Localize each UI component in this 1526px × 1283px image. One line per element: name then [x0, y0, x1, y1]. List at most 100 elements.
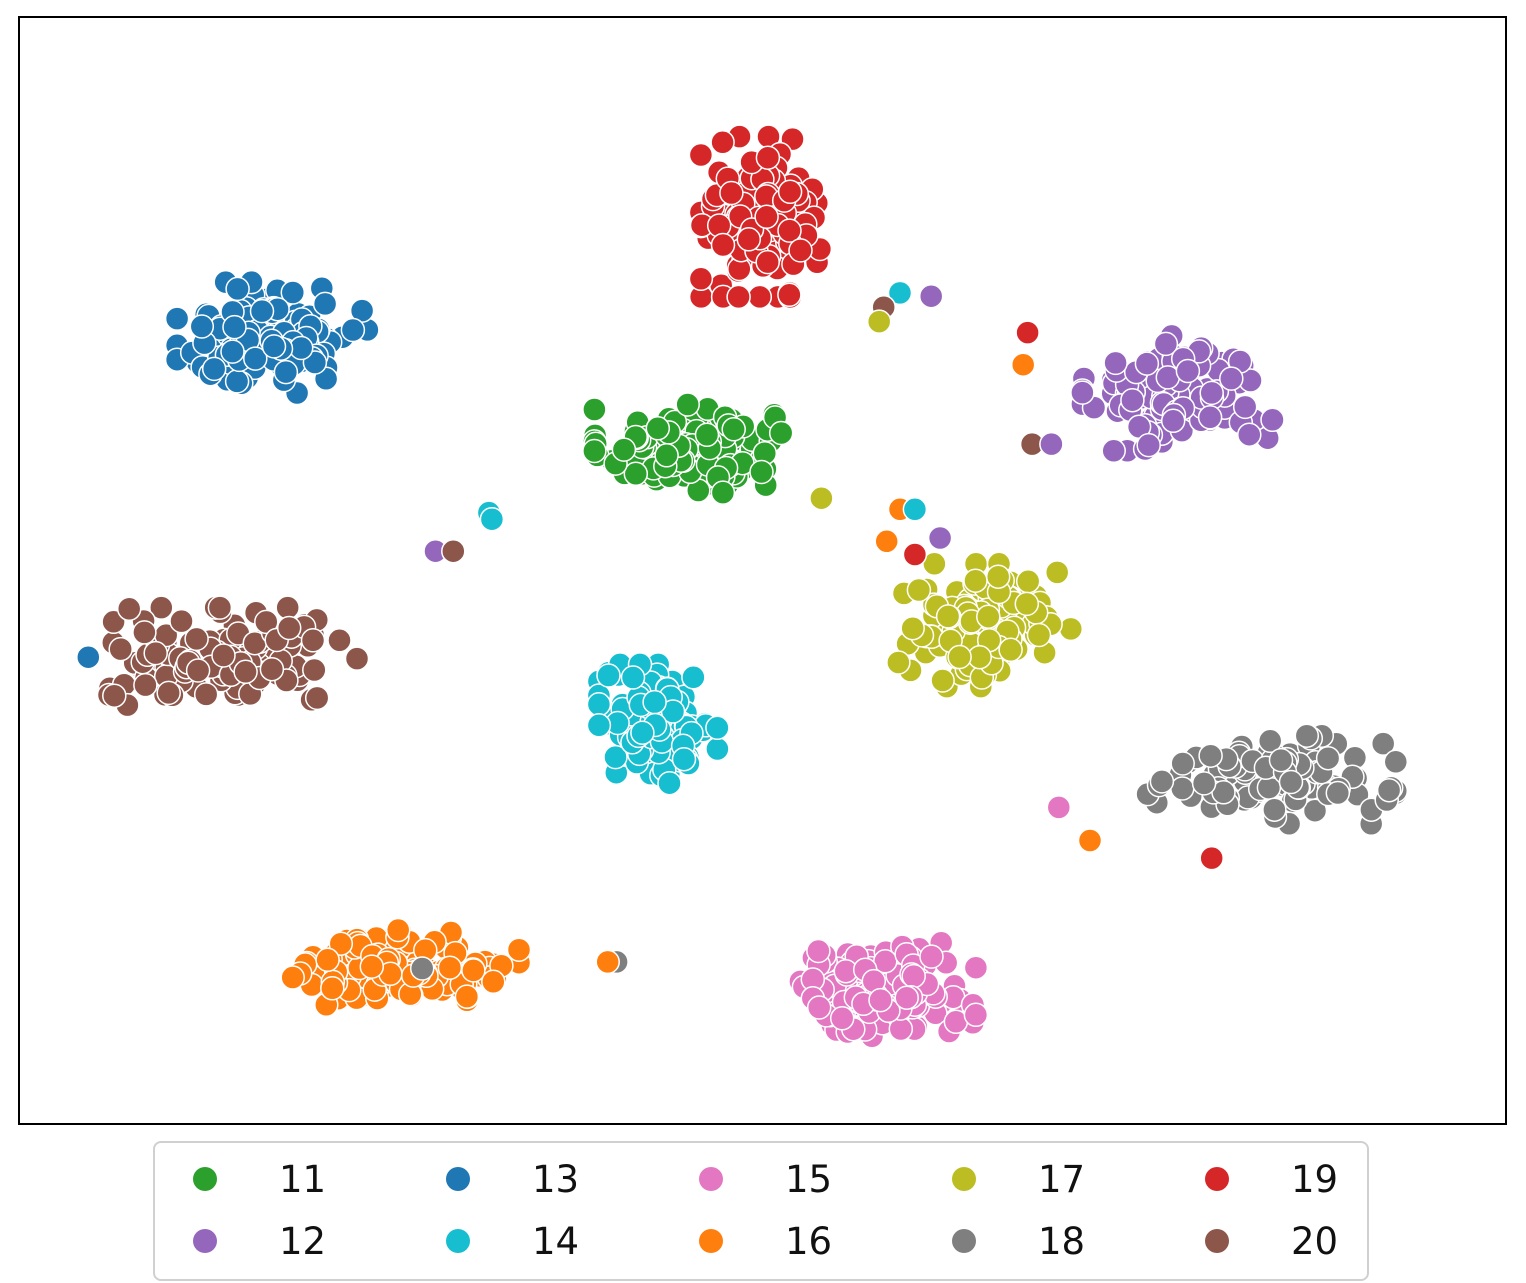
data-point-19 [726, 284, 751, 310]
data-point-20 [254, 609, 279, 635]
data-point-12 [1260, 407, 1285, 433]
data-point-20 [185, 658, 211, 683]
data-point-13 [273, 359, 299, 385]
data-point-16 [385, 917, 411, 943]
legend-marker [952, 1167, 976, 1191]
legend-item-11: 11 [193, 1149, 326, 1209]
data-point-20 [169, 608, 194, 634]
data-point-17 [1058, 616, 1084, 642]
legend-label: 20 [1291, 1219, 1339, 1263]
data-point-20 [207, 595, 233, 620]
data-point-19 [788, 238, 813, 263]
legend-label: 16 [785, 1219, 833, 1263]
data-point-17 [985, 564, 1011, 589]
data-point-19 [1015, 320, 1040, 345]
legend-item-13: 13 [446, 1149, 579, 1209]
data-point-20 [259, 656, 285, 682]
data-point-20 [276, 615, 302, 641]
data-point-12 [927, 525, 953, 551]
legend-item-18: 18 [952, 1211, 1085, 1271]
data-point-20 [304, 685, 330, 711]
data-point-18 [1170, 776, 1195, 801]
data-point-12 [1199, 380, 1224, 406]
legend-label: 14 [532, 1219, 580, 1263]
data-point-14 [705, 715, 730, 741]
data-point-20 [143, 640, 168, 666]
data-point-18 [1278, 769, 1304, 795]
data-point-19 [777, 218, 802, 243]
legend-label: 19 [1291, 1157, 1339, 1201]
data-point-12 [1070, 380, 1095, 405]
data-point-19 [747, 284, 773, 310]
data-point-13 [164, 306, 190, 331]
data-point-13 [261, 334, 287, 359]
data-point-19 [777, 282, 802, 308]
data-point-12 [1134, 351, 1160, 376]
legend-marker [1205, 1229, 1229, 1253]
legend-item-14: 14 [446, 1211, 579, 1271]
data-point-16 [437, 955, 463, 980]
data-point-20 [149, 595, 174, 620]
data-point-17 [947, 644, 972, 670]
data-point-20 [441, 538, 466, 564]
data-point-12 [1103, 350, 1128, 376]
data-point-17 [809, 485, 834, 511]
data-point-16 [320, 976, 345, 1001]
scatter-plot [76, 124, 1409, 1049]
data-point-13 [76, 644, 101, 670]
data-point-15 [963, 1002, 989, 1028]
data-point-11 [654, 443, 679, 468]
legend-label: 13 [532, 1157, 580, 1201]
data-point-11 [645, 416, 671, 441]
data-point-11 [721, 417, 746, 442]
data-point-12 [1160, 408, 1186, 434]
data-point-20 [132, 620, 157, 645]
data-point-14 [603, 744, 628, 770]
data-point-17 [1044, 560, 1070, 585]
data-point-11 [694, 422, 720, 448]
data-point-12 [1120, 387, 1145, 413]
data-point-11 [611, 437, 637, 462]
plot-area [18, 16, 1507, 1125]
data-point-15 [901, 963, 926, 989]
data-point-15 [829, 1006, 855, 1031]
legend-label: 15 [785, 1157, 833, 1201]
data-point-13 [220, 339, 245, 364]
data-point-13 [222, 314, 247, 340]
data-point-17 [1026, 622, 1052, 648]
legend-marker [446, 1167, 470, 1191]
data-point-16 [315, 947, 340, 973]
data-point-16 [461, 958, 486, 983]
data-point-18 [1198, 743, 1223, 768]
data-point-19 [754, 204, 779, 230]
data-point-12 [1175, 358, 1201, 384]
legend-label: 17 [1038, 1157, 1086, 1201]
data-point-18 [1370, 731, 1396, 756]
data-point-17 [930, 668, 955, 693]
data-point-19 [710, 232, 736, 258]
data-point-19 [688, 142, 714, 168]
data-point-11 [582, 438, 607, 464]
data-point-16 [1077, 828, 1103, 853]
data-point-20 [184, 626, 209, 652]
data-point-18 [1191, 771, 1217, 796]
data-point-20 [211, 643, 236, 668]
data-point-17 [1015, 569, 1041, 594]
data-point-12 [1197, 405, 1223, 430]
legend-marker [193, 1229, 217, 1253]
data-point-19 [688, 266, 714, 292]
legend-marker [446, 1229, 470, 1253]
data-point-11 [749, 459, 774, 485]
data-point-18 [1170, 751, 1195, 776]
data-point-15 [1046, 795, 1072, 820]
data-point-16 [481, 969, 506, 995]
data-point-17 [976, 604, 1001, 629]
legend-item-19: 19 [1205, 1149, 1338, 1209]
data-point-18 [1315, 745, 1341, 771]
data-point-14 [887, 280, 913, 306]
data-point-13 [280, 280, 306, 305]
data-point-16 [454, 984, 480, 1009]
data-point-15 [806, 938, 831, 964]
data-point-12 [918, 283, 944, 309]
data-point-13 [249, 298, 275, 324]
